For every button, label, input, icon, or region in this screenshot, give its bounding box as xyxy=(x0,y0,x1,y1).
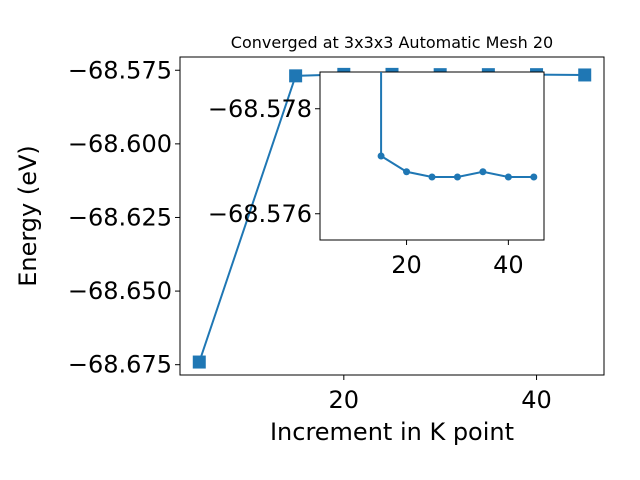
inset-axes: −68.578−68.576 20 40 xyxy=(208,71,545,279)
inset-series-group xyxy=(377,72,538,181)
main-x-tick-label: 20 xyxy=(329,386,360,414)
main-y-tick-label: −68.600 xyxy=(68,130,172,158)
inset-series xyxy=(377,72,538,181)
inset-data-point xyxy=(504,173,512,181)
chart-title: Converged at 3x3x3 Automatic Mesh 20 xyxy=(231,33,553,52)
inset-data-point xyxy=(530,173,538,181)
x-axis-label: Increment in K point xyxy=(270,418,514,446)
y-axis-label: Energy (eV) xyxy=(14,145,42,287)
inset-x-tick-label: 20 xyxy=(391,251,422,279)
inset-data-point xyxy=(403,168,411,176)
main-data-point xyxy=(578,68,592,82)
inset-y-tick-label: −68.578 xyxy=(208,95,312,123)
main-x-tick-label: 40 xyxy=(521,386,552,414)
inset-y-ticks: −68.578 −68.576 xyxy=(208,95,320,228)
main-y-tick-label: −68.650 xyxy=(68,277,172,305)
inset-x-ticks: 20 40 xyxy=(391,240,524,279)
inset-x-tick-label: 40 xyxy=(493,251,524,279)
main-y-tick-label: −68.625 xyxy=(68,203,172,231)
inset-data-point xyxy=(453,173,461,181)
inset-data-point xyxy=(377,152,385,160)
main-y-ticks: −68.675 −68.650 −68.625 −68.600 −68.575 xyxy=(68,56,180,379)
main-x-ticks: 20 40 xyxy=(329,375,552,414)
main-data-point xyxy=(289,69,303,83)
inset-data-point xyxy=(479,168,487,176)
inset-y-tick-label: −68.576 xyxy=(208,200,312,228)
inset-series-line xyxy=(380,72,534,178)
main-y-tick-label: −68.675 xyxy=(68,351,172,379)
inset-data-point xyxy=(428,173,436,181)
main-data-point xyxy=(192,355,206,369)
inset-plot-frame xyxy=(319,71,545,241)
main-y-tick-label: −68.575 xyxy=(68,56,172,84)
